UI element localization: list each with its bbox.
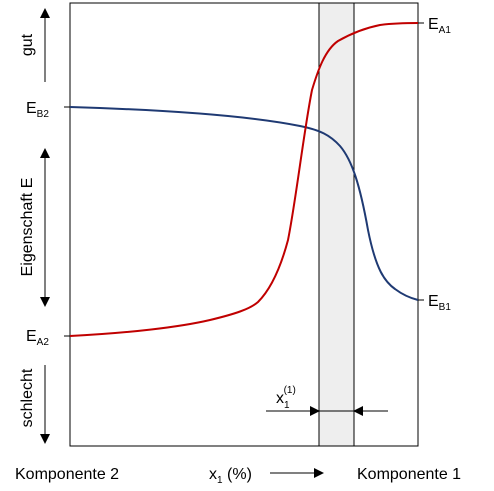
label-property: Eigenschaft E	[19, 178, 36, 277]
curve-a-line	[69, 22, 419, 337]
label-eb2: EB2	[26, 100, 49, 120]
label-eb1: EB1	[428, 293, 451, 313]
label-ea1: EA1	[428, 16, 451, 36]
label-gut: gut	[19, 33, 36, 56]
curve-b-line	[69, 106, 419, 301]
label-x-axis: x1 (%)	[209, 466, 252, 486]
label-komponente-2: Komponente 2	[15, 466, 119, 483]
label-schlecht: schlecht	[19, 368, 36, 427]
transition-band	[318, 2, 355, 447]
label-komponente-1: Komponente 1	[357, 466, 461, 483]
plot-frame	[69, 2, 419, 447]
label-ea2: EA2	[26, 328, 49, 348]
label-x1-mark: x1(1)	[276, 385, 296, 411]
